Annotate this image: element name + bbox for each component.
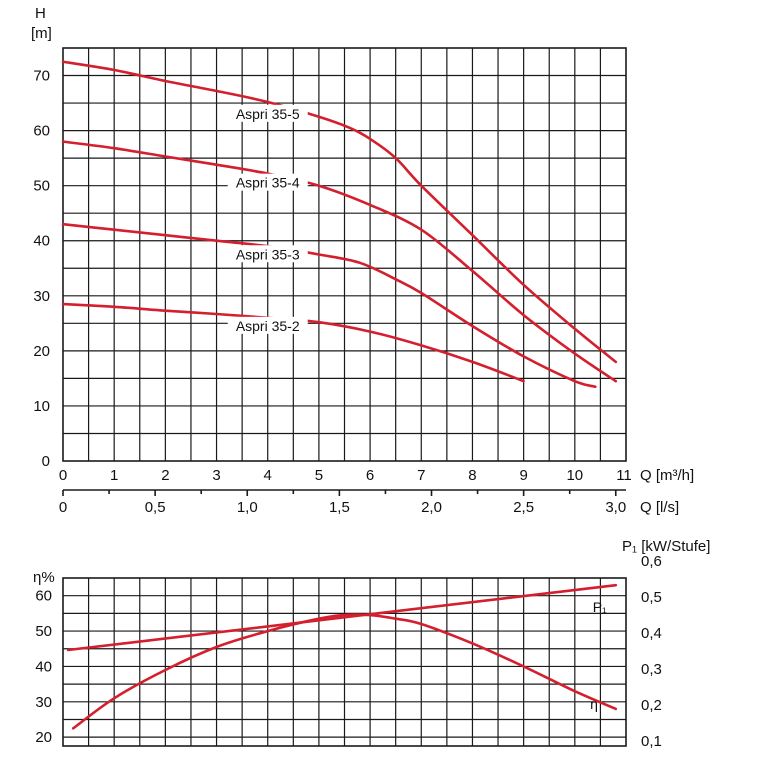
left-tick-label: 20 [35,729,52,746]
right-axis-label: P₁ [kW/Stufe] [622,538,710,555]
head-flow-chart: H [m] 0 10 20 30 40 50 60 70 0 1 2 3 4 5 6 7 8 9 10 11 Q [m³/h… [31,5,694,516]
x-tick-label: 1 [110,467,118,484]
power-curve [66,583,618,652]
left-tick-label: 30 [35,694,52,711]
secondary-x-axis-label: Q [l/s] [640,499,679,516]
x-tick-label: 10 [566,467,583,484]
secondary-x-tick-label: 3,0 [605,499,626,516]
right-tick-label: 0,6 [641,553,662,570]
x-axis-label: Q [m³/h] [640,467,694,484]
pump-curve-aspri-35-5 [61,60,618,364]
right-tick-label: 0,2 [641,697,662,714]
series-label: η [590,696,598,712]
right-tick-label: 0,1 [641,733,662,750]
x-tick-label: 4 [264,467,272,484]
efficiency-power-chart: η% P₁ [kW/Stufe] 20 30 40 50 60 0,1 0,2 0,3 0,4 0,5… [33,538,710,750]
y-tick-label: 40 [33,233,50,250]
pump-curve-aspri-35-3 [61,222,597,388]
plot-frame [62,577,627,747]
series-label: Aspri 35-4 [236,175,300,191]
series-label: P₁ [593,599,607,615]
y-tick-label: 20 [33,343,50,360]
secondary-x-tick-label: 2,5 [513,499,534,516]
y-tick-label: 70 [33,68,50,85]
left-tick-label: 40 [35,658,52,675]
x-tick-label: 3 [212,467,220,484]
series-label: Aspri 35-2 [236,318,300,334]
series-label-background [227,104,308,122]
x-tick-label: 0 [59,467,67,484]
y-tick-label: 60 [33,123,50,140]
x-tick-label: 9 [519,467,527,484]
x-tick-label: 8 [468,467,476,484]
y-axis-label: H [35,5,46,22]
y-tick-label: 0 [42,453,50,470]
secondary-x-tick-label: 2,0 [421,499,442,516]
secondary-x-tick-label: 0 [59,499,67,516]
x-tick-label: 6 [366,467,374,484]
x-tick-label: 2 [161,467,169,484]
right-tick-label: 0,4 [641,625,662,642]
x-tick-label: 5 [315,467,323,484]
secondary-x-tick-label: 0,5 [145,499,166,516]
y-tick-label: 30 [33,288,50,305]
left-tick-label: 50 [35,623,52,640]
series-label-background [227,173,308,191]
series-label-background [227,245,308,263]
right-tick-label: 0,5 [641,589,662,606]
x-tick-label: 7 [417,467,425,484]
secondary-x-tick-label: 1,5 [329,499,350,516]
x-tick-label: 11 [616,467,632,484]
y-tick-label: 10 [33,398,50,415]
series-label: Aspri 35-3 [236,246,300,262]
series-label: Aspri 35-5 [236,106,300,122]
plot-frame [62,47,627,462]
left-tick-label: 60 [35,588,52,605]
y-axis-unit: [m] [31,25,52,42]
left-axis-label: η% [33,569,55,586]
pump-curve-aspri-35-4 [61,140,618,383]
series-label-background [227,316,308,334]
secondary-x-tick-label: 1,0 [237,499,258,516]
y-tick-label: 50 [33,178,50,195]
right-tick-label: 0,3 [641,661,662,678]
